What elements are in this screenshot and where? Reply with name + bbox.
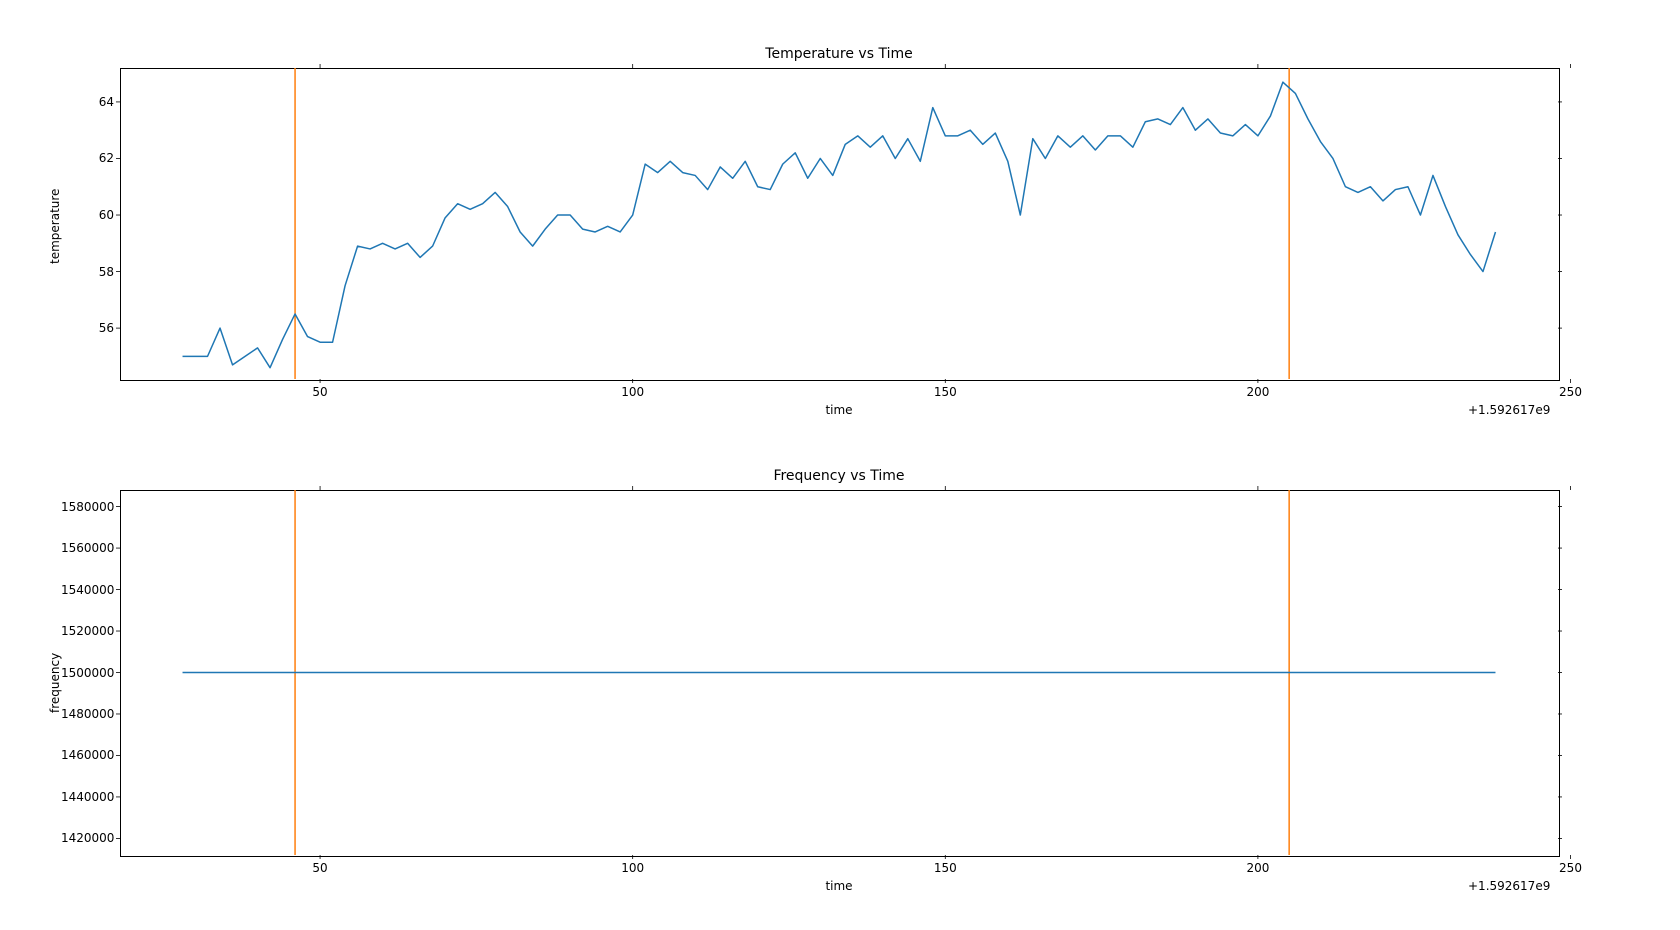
xtick-label: 150 — [934, 861, 957, 875]
xtick-label: 200 — [1246, 861, 1269, 875]
ytick-label: 1540000 — [61, 583, 114, 597]
ytick-label: 1500000 — [61, 666, 114, 680]
ytick-label: 1520000 — [61, 624, 114, 638]
ytick-label: 1560000 — [61, 541, 114, 555]
xtick-label: 50 — [312, 861, 327, 875]
ytick-label: 1580000 — [61, 500, 114, 514]
ytick-label: 1480000 — [61, 707, 114, 721]
ytick-label: 1420000 — [61, 831, 114, 845]
ytick-label: 1460000 — [61, 748, 114, 762]
ytick-label: 1440000 — [61, 790, 114, 804]
figure: Temperature vs Time time temperature +1.… — [0, 0, 1680, 930]
xtick-label: 100 — [621, 861, 644, 875]
xtick-label: 250 — [1559, 861, 1582, 875]
frequency-chart-svg — [0, 0, 1680, 930]
